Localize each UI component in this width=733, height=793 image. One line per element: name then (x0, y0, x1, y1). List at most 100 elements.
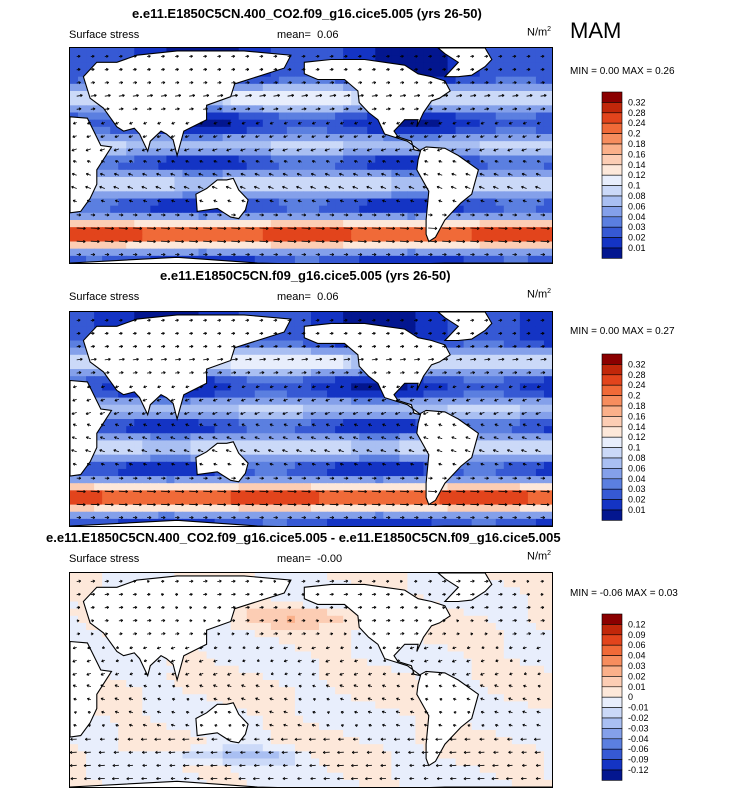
stress-vector-head (92, 107, 96, 111)
stress-vector-head (514, 107, 518, 111)
field-cell (519, 148, 529, 157)
field-cell (294, 105, 304, 114)
field-cell (367, 419, 376, 427)
field-cell (294, 98, 304, 106)
field-cell (311, 212, 320, 221)
field-cell (543, 112, 552, 121)
stress-vector-head (233, 252, 236, 257)
field-cell (335, 468, 344, 477)
field-cell (238, 518, 248, 526)
stress-vector-head (192, 357, 196, 361)
field-cell (439, 376, 449, 384)
field-cell (238, 148, 248, 157)
field-cell (367, 440, 376, 449)
field-cell (294, 62, 304, 71)
mean-value: 0.06 (317, 291, 339, 303)
field-cell (415, 205, 425, 214)
field-cell (527, 390, 537, 399)
field-cell (495, 411, 505, 420)
field-cell (383, 504, 392, 513)
field-cell (206, 162, 216, 171)
stress-vector-head (195, 239, 199, 244)
stress-vector-head (401, 344, 405, 349)
field-cell (455, 255, 465, 263)
field-cell (463, 468, 473, 477)
field-cell (351, 468, 360, 477)
field-cell (126, 433, 135, 441)
field-cell (327, 220, 336, 228)
field-cell (399, 227, 408, 235)
colorbar-swatch (601, 206, 623, 218)
field-cell (511, 312, 521, 320)
field-cell (150, 468, 159, 477)
field-cell (383, 205, 392, 214)
field-cell (415, 518, 425, 526)
field-cell (359, 177, 368, 185)
field-cell (102, 483, 111, 491)
stress-vector (343, 108, 349, 110)
field-cell (262, 461, 272, 470)
field-cell (230, 347, 240, 356)
field-cell (359, 483, 368, 491)
field-cell (190, 227, 200, 235)
stress-vector-head (378, 239, 381, 244)
field-cell (222, 234, 232, 243)
field-cell (206, 220, 216, 228)
field-cell (391, 518, 400, 526)
field-cell (351, 397, 360, 406)
field-cell (535, 162, 545, 171)
field-cell (327, 141, 336, 149)
field-cell (351, 248, 360, 257)
field-cell (383, 177, 392, 185)
field-cell (423, 397, 433, 406)
stress-vector-head (528, 252, 531, 257)
field-cell (327, 234, 336, 243)
stress-vector (535, 186, 541, 189)
colorbar-tick-label: 0.02 (628, 233, 646, 243)
field-cell (246, 134, 256, 142)
stress-vector-head (163, 213, 166, 217)
field-cell (254, 354, 264, 363)
field-cell (206, 504, 216, 513)
field-cell (270, 134, 280, 142)
field-cell (126, 490, 135, 499)
stress-vector-head (275, 344, 278, 349)
field-cell (102, 461, 111, 470)
field-cell (102, 397, 111, 406)
field-cell (158, 184, 167, 192)
field-cell (270, 177, 280, 185)
field-cell (367, 404, 376, 413)
field-cell (246, 390, 256, 399)
field-cell (86, 504, 95, 513)
field-cell (302, 155, 312, 164)
field-cell (423, 326, 433, 334)
stress-vector-head (293, 239, 297, 244)
field-cell (190, 248, 200, 257)
stress-vector-head (361, 94, 364, 98)
stress-vector-head (521, 185, 524, 189)
field-cell (190, 234, 200, 243)
stress-vector-head (317, 213, 321, 217)
field-cell (214, 155, 224, 164)
field-cell (198, 177, 208, 185)
stress-vector-head (338, 148, 342, 152)
field-cell (431, 369, 441, 377)
stress-vector-head (429, 331, 432, 336)
field-cell (343, 312, 352, 320)
field-cell (543, 390, 552, 399)
field-cell (302, 169, 312, 178)
field-cell (535, 119, 545, 128)
stress-vector (132, 227, 142, 229)
stress-vector-head (227, 121, 231, 125)
stress-vector-head (268, 148, 272, 152)
field-cell (222, 255, 232, 263)
field-cell (407, 148, 417, 157)
field-cell (70, 312, 79, 320)
field-cell (431, 255, 441, 263)
field-cell (134, 155, 143, 164)
stress-vector-head (232, 54, 236, 58)
field-cell (367, 162, 376, 171)
field-cell (527, 347, 537, 356)
field-cell (543, 241, 552, 250)
stress-vector-head (408, 185, 412, 189)
